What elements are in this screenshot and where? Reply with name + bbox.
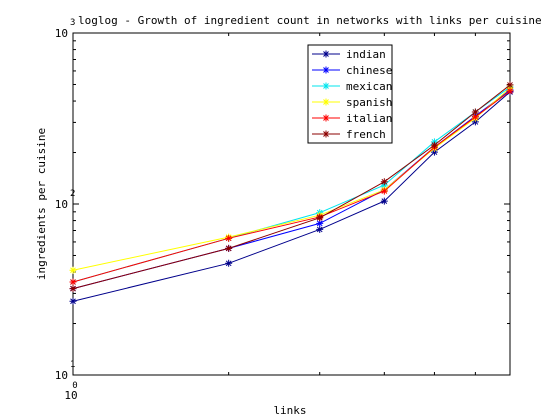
series-line: [72, 84, 511, 290]
y-tick-label: 10: [55, 198, 68, 211]
data-point: [380, 187, 388, 195]
y-tick-exponent: 1: [70, 360, 75, 370]
data-point: [380, 197, 388, 205]
marker-stroke: [225, 259, 233, 267]
marker-stroke: [69, 278, 77, 286]
data-point: [225, 244, 233, 252]
series-line: [72, 91, 511, 302]
marker-stroke: [380, 197, 388, 205]
marker-stroke: [322, 114, 330, 122]
marker-stroke: [322, 98, 330, 106]
data-point: [471, 108, 479, 116]
data-point: [471, 113, 479, 121]
series-line: [72, 90, 511, 283]
marker-stroke: [316, 225, 324, 233]
data-point: [506, 87, 514, 95]
marker-stroke: [69, 266, 77, 274]
legend-label: italian: [346, 112, 392, 125]
marker-stroke: [316, 219, 324, 227]
marker-stroke: [506, 87, 514, 95]
data-point: [225, 234, 233, 242]
series-line: [72, 87, 511, 271]
y-tick-label: 10: [55, 27, 68, 40]
data-point: [471, 118, 479, 126]
data-point: [69, 285, 77, 293]
legend-label: mexican: [346, 80, 392, 93]
legend-marker: [322, 130, 330, 138]
marker-stroke: [316, 214, 324, 222]
marker-stroke: [322, 130, 330, 138]
marker-stroke: [430, 148, 438, 156]
plot-area: [72, 32, 511, 376]
marker-stroke: [69, 297, 77, 305]
legend-marker: [322, 98, 330, 106]
marker-stroke: [471, 118, 479, 126]
marker-stroke: [380, 178, 388, 186]
series-line: [72, 89, 511, 290]
legend-marker: [322, 82, 330, 90]
legend-marker: [322, 66, 330, 74]
marker-stroke: [225, 244, 233, 252]
marker-stroke: [430, 141, 438, 149]
y-tick-label: 10: [55, 369, 68, 382]
x-tick-label: 10: [64, 389, 77, 402]
data-point: [430, 141, 438, 149]
data-point: [69, 297, 77, 305]
data-point: [380, 178, 388, 186]
data-point: [225, 259, 233, 267]
legend-label: indian: [346, 48, 386, 61]
y-axis-label: ingredients per cuisine: [35, 128, 48, 280]
y-tick-exponent: 3: [70, 18, 75, 28]
legend-label: french: [346, 128, 386, 141]
legend-marker: [322, 50, 330, 58]
series-line: [72, 86, 511, 283]
y-tick-exponent: 2: [70, 189, 75, 199]
legend-label: spanish: [346, 96, 392, 109]
data-point: [69, 266, 77, 274]
marker-stroke: [471, 113, 479, 121]
marker-stroke: [322, 50, 330, 58]
chart-title: loglog - Growth of ingredient count in n…: [78, 14, 542, 27]
marker-stroke: [506, 81, 514, 89]
data-point: [69, 278, 77, 286]
marker-stroke: [380, 187, 388, 195]
data-point: [506, 81, 514, 89]
legend-box: [307, 44, 393, 144]
data-point: [430, 148, 438, 156]
x-axis-label: links: [273, 404, 306, 417]
marker-stroke: [471, 108, 479, 116]
data-point: [316, 214, 324, 222]
data-point: [316, 225, 324, 233]
marker-stroke: [322, 82, 330, 90]
legend-label: chinese: [346, 64, 392, 77]
marker-stroke: [225, 234, 233, 242]
x-tick-exponent: 0: [72, 381, 77, 391]
marker-stroke: [322, 66, 330, 74]
legend-marker: [322, 114, 330, 122]
marker-stroke: [69, 285, 77, 293]
data-point: [316, 219, 324, 227]
